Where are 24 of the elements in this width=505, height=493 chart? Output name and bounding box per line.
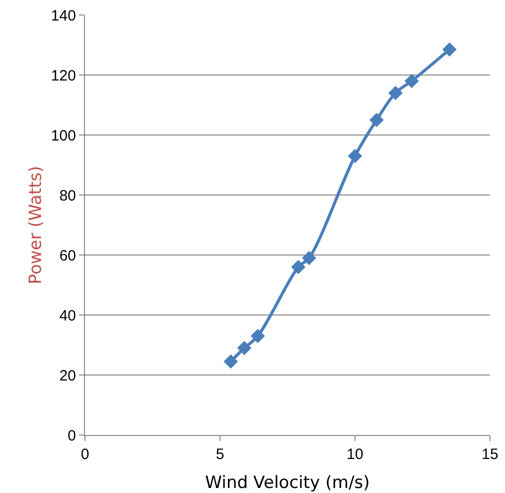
point xyxy=(302,250,316,266)
point xyxy=(388,86,403,100)
y-tick-label: 140 xyxy=(50,7,76,24)
y-tick-label: 40 xyxy=(59,307,76,324)
point xyxy=(442,42,457,57)
point xyxy=(404,74,419,88)
point xyxy=(250,328,265,344)
point xyxy=(348,148,362,164)
y-tick-label: 100 xyxy=(50,127,76,144)
point xyxy=(369,112,384,128)
y-axis-title: Power (Watts) xyxy=(26,166,46,284)
y-tick-label: 120 xyxy=(50,67,76,84)
x-tick-label: 15 xyxy=(482,446,498,463)
y-tick-label: 0 xyxy=(68,427,76,444)
point xyxy=(291,260,306,274)
point xyxy=(224,354,238,369)
x-axis-title: Wind Velocity (m/s) xyxy=(205,473,370,493)
y-tick-label: 60 xyxy=(59,247,76,264)
point xyxy=(237,340,252,356)
y-tick-label: 20 xyxy=(59,367,76,384)
x-tick-label: 0 xyxy=(80,446,90,463)
y-tick-label: 80 xyxy=(59,187,76,204)
x-tick-label: 5 xyxy=(216,446,224,463)
x-tick-label: 10 xyxy=(346,446,364,463)
